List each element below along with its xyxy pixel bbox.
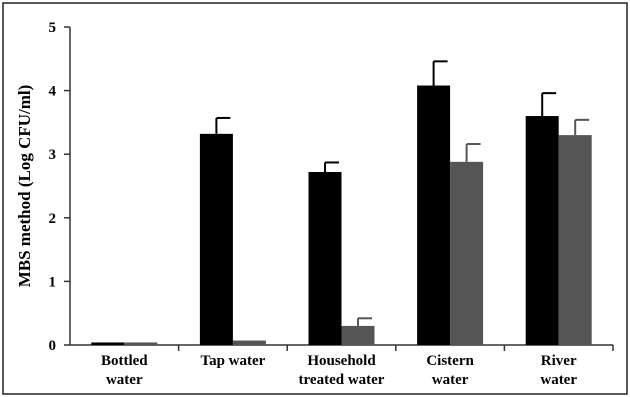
y-axis-title: MBS method (Log CFU/ml)	[15, 85, 34, 288]
bar	[417, 85, 451, 346]
bar	[124, 342, 158, 345]
y-tick-label: 1	[49, 274, 57, 290]
x-category-label: River water	[540, 353, 577, 388]
bar	[308, 172, 342, 345]
bar-group	[91, 60, 592, 346]
bar	[558, 135, 592, 345]
x-category-label: Cistern water	[426, 353, 474, 388]
x-axis: Bottled water Tap water Household treated wa…	[70, 344, 614, 388]
y-tick-label: 5	[49, 20, 57, 36]
bar	[91, 342, 125, 345]
y-axis: 0 1 2 3 4 5	[49, 20, 71, 354]
bar	[232, 340, 266, 345]
y-tick-label: 0	[49, 338, 57, 354]
bar	[199, 133, 233, 345]
y-tick-label: 2	[49, 211, 57, 227]
bar	[450, 161, 484, 345]
x-category-label: Bottled water	[101, 353, 148, 388]
bar	[525, 116, 559, 345]
y-tick-label: 4	[49, 84, 57, 100]
x-category-label: Household treated water	[299, 353, 385, 388]
y-tick-label: 3	[49, 147, 57, 163]
bar	[341, 325, 375, 345]
x-category-label: Tap water	[200, 353, 265, 369]
